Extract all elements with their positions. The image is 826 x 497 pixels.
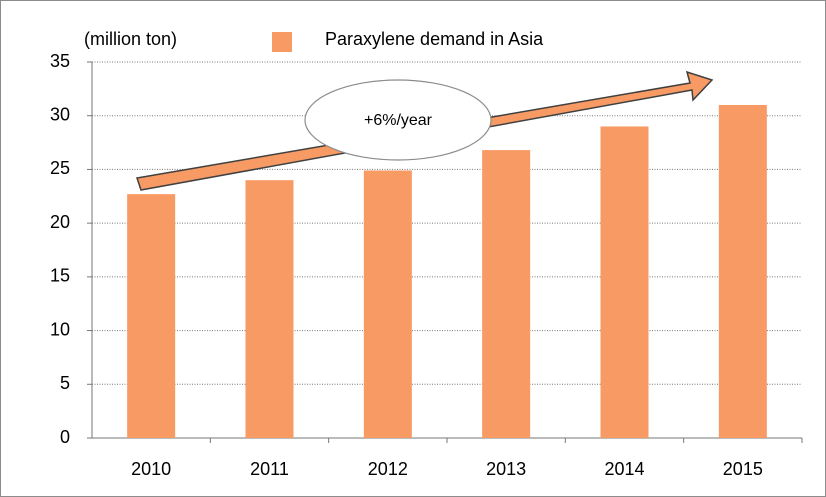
y-tick-label: 5 <box>60 373 70 393</box>
x-tick-label: 2011 <box>250 459 289 479</box>
plot-area: 0 5 10 15 20 25 30 35 2010 2011 2012 2013 2014 2015 <box>50 51 803 479</box>
y-tick-label: 15 <box>50 266 70 286</box>
x-tick-label: 2010 <box>131 459 171 479</box>
y-tick-label: 30 <box>50 104 70 124</box>
bar <box>718 104 767 438</box>
x-tick-label: 2013 <box>486 459 526 479</box>
bar <box>363 170 412 438</box>
legend-label: Paraxylene demand in Asia <box>325 29 544 49</box>
annotation-bubble <box>304 79 492 161</box>
x-tick-label: 2014 <box>604 459 644 479</box>
y-tick-label: 35 <box>50 51 70 71</box>
legend-swatch <box>272 32 292 52</box>
y-tick-label: 10 <box>50 319 70 339</box>
annotation: +6%/year <box>364 112 433 129</box>
y-tick-label: 0 <box>60 427 70 447</box>
y-axis-label: (million ton) <box>84 29 177 49</box>
y-tick-label: 25 <box>50 158 70 178</box>
bar <box>127 194 176 438</box>
bar <box>245 180 294 438</box>
bar <box>482 150 531 438</box>
x-tick-label: 2015 <box>723 459 763 479</box>
x-tick-label: 2012 <box>368 459 408 479</box>
y-tick-label: 20 <box>50 212 70 232</box>
bar <box>600 126 649 438</box>
